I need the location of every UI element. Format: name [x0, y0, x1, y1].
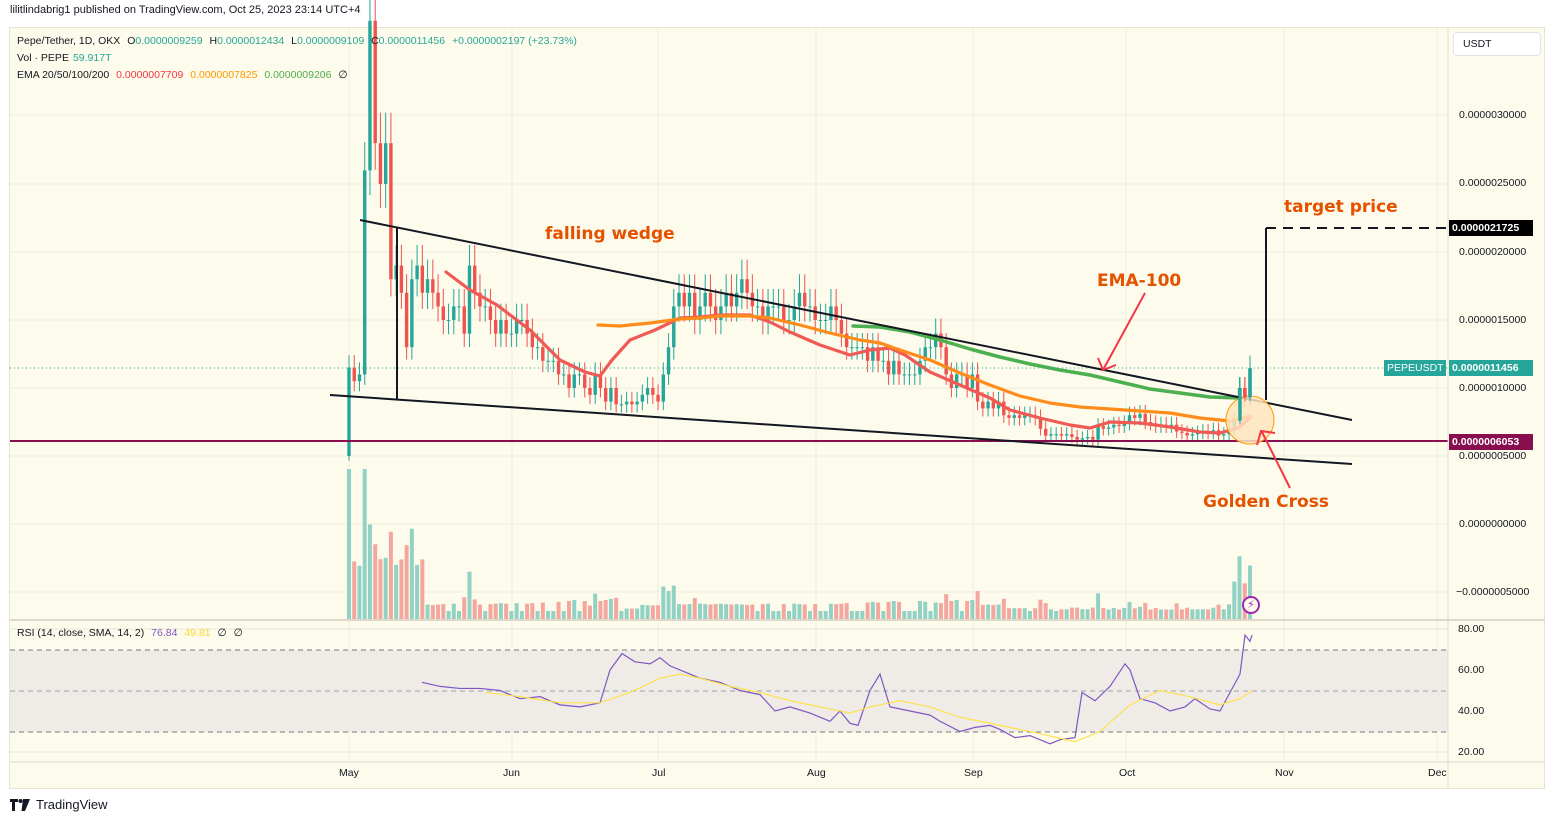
time-axis-label: Nov	[1275, 767, 1294, 779]
target-price-label[interactable]: target price	[1284, 197, 1398, 217]
price-axis-label: 0.0000000000	[1459, 518, 1527, 530]
time-axis-label: Dec	[1428, 767, 1447, 779]
publish-line: lilitlindabrig1 published on TradingView…	[10, 4, 361, 16]
price-axis-label: 0.0000015000	[1459, 314, 1527, 326]
rsi-axis-label: 20.00	[1458, 746, 1485, 758]
price-axis-label: 0.0000020000	[1459, 246, 1527, 258]
ema200-value: ∅	[338, 69, 348, 81]
target-price-tag: 0.0000021725	[1449, 220, 1533, 236]
high-value: 0.0000012434	[217, 35, 285, 47]
time-axis-label: Jul	[652, 767, 666, 779]
price-axis-label: −0.0000005000	[1456, 586, 1530, 598]
volume-legend[interactable]: Vol · PEPE 59.917T	[17, 52, 112, 64]
price-axis-label: 0.0000025000	[1459, 177, 1527, 189]
ema20-value: 0.0000007709	[116, 69, 184, 81]
rsi-axis-label: 60.00	[1458, 664, 1485, 676]
rsi-band-lines	[10, 649, 1448, 733]
drawings	[10, 219, 1448, 489]
support-price-tag: 0.0000006053	[1449, 434, 1533, 450]
time-axis-label: May	[339, 767, 359, 779]
symbol-title[interactable]: Pepe/Tether, 1D, OKX	[17, 35, 121, 47]
rsi-axis-label: 80.00	[1458, 623, 1485, 635]
time-axis-label: Oct	[1119, 767, 1136, 779]
low-value: 0.0000009109	[297, 35, 365, 47]
golden-cross-label[interactable]: Golden Cross	[1203, 492, 1329, 512]
time-axis-label: Aug	[807, 767, 826, 779]
volume-bars	[347, 469, 1252, 619]
ema50-value: 0.0000007825	[190, 69, 258, 81]
change-value: +0.0000002197 (+23.73%)	[451, 35, 577, 47]
price-axis-label: 0.0000030000	[1459, 109, 1527, 121]
rsi-sma-value: 49.81	[184, 627, 211, 639]
tradingview-logo[interactable]: TradingView	[10, 797, 108, 812]
price-axis-label: 0.0000010000	[1459, 382, 1527, 394]
tradingview-logo-icon	[10, 798, 30, 811]
lightning-icon[interactable]: ⚡	[1242, 596, 1260, 614]
rsi-legend[interactable]: RSI (14, close, SMA, 14, 2) 76.84 49.81 …	[17, 627, 243, 639]
rsi-band	[10, 650, 1448, 732]
ema100-label[interactable]: EMA-100	[1097, 271, 1182, 291]
ema100-value: 0.0000009206	[264, 69, 332, 81]
falling-wedge-label[interactable]: falling wedge	[545, 224, 675, 244]
symbol-tag: PEPEUSDT	[1384, 360, 1446, 376]
rsi-axis-label: 40.00	[1458, 705, 1485, 717]
price-axis-label: 0.0000005000	[1459, 450, 1527, 462]
open-value: 0.0000009259	[135, 35, 203, 47]
rsi-value: 76.84	[151, 627, 178, 639]
currency-button[interactable]: USDT	[1453, 32, 1541, 56]
ohlc-legend: Pepe/Tether, 1D, OKX O0.0000009259 H0.00…	[17, 35, 577, 47]
ema-legend[interactable]: EMA 20/50/100/200 0.0000007709 0.0000007…	[17, 69, 348, 81]
ema-lines	[444, 270, 1252, 435]
close-value: 0.0000011456	[378, 35, 446, 47]
time-axis-label: Sep	[964, 767, 983, 779]
rsi-lines	[421, 633, 1253, 745]
last-price-tag: 0.0000011456	[1449, 360, 1533, 376]
candles	[347, 0, 1252, 461]
volume-value: 59.917T	[72, 52, 112, 64]
time-axis-label: Jun	[503, 767, 520, 779]
